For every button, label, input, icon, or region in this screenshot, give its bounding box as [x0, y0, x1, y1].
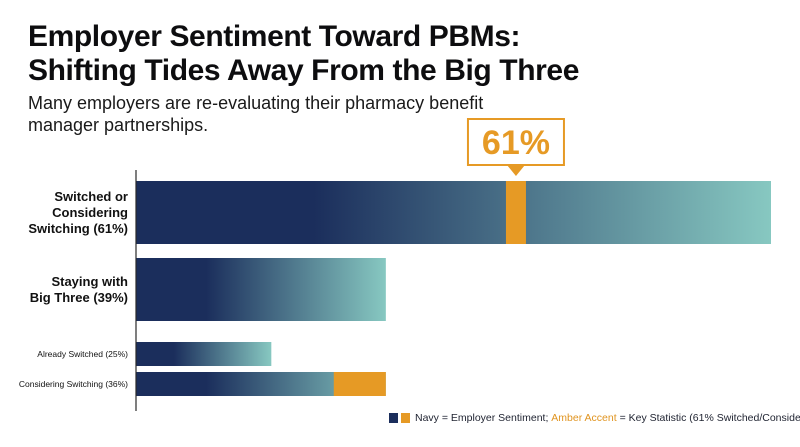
legend-amber-desc: = Key Statistic (61% Switched/Considerin… [619, 412, 800, 424]
legend-amber-swatch [401, 413, 410, 423]
chart-title-line-2: Shifting Tides Away From the Big Three [28, 54, 579, 87]
category-label-1-line-1: Switched or [54, 189, 128, 204]
category-label-2-line-2: Big Three (39%) [30, 290, 128, 305]
legend-navy-label: Navy [415, 412, 439, 424]
category-label-1: Switched or Considering Switching (61%) [28, 189, 128, 236]
legend-navy-desc: = Employer Sentiment; [438, 412, 552, 424]
callout: 61% [466, 118, 565, 176]
callout-pointer [506, 165, 525, 176]
category-label-3-line-1: Already Switched (25%) [37, 349, 128, 359]
bar-2 [136, 258, 386, 321]
category-label-2: Staying with Big Three (39%) [30, 274, 128, 305]
category-label-3: Already Switched (25%) [37, 349, 128, 359]
bar-4-accent-segment [333, 372, 386, 396]
legend-navy-swatch [389, 413, 398, 423]
bar-3 [136, 342, 272, 366]
category-label-4: Considering Switching (36%) [19, 379, 128, 389]
bar-1 [136, 181, 771, 244]
legend: Navy = Employer Sentiment; Amber Accent … [389, 412, 800, 424]
legend-amber-label: Amber Accent [551, 412, 617, 424]
category-label-2-line-1: Staying with [51, 274, 128, 289]
callout-value: 61% [482, 124, 550, 162]
chart-subtitle: Many employers are re-evaluating their p… [28, 93, 484, 135]
category-label-1-line-2: Considering [52, 205, 128, 220]
chart-title: Employer Sentiment Toward PBMs: Shifting… [28, 20, 579, 88]
category-label-4-line-1: Considering Switching (36%) [19, 379, 128, 389]
bars-layer: Switched or Considering Switching (61%) Sta… [19, 118, 771, 396]
key-stat-marker [505, 181, 526, 244]
category-label-1-line-3: Switching (61%) [28, 221, 128, 236]
chart-title-line-1: Employer Sentiment Toward PBMs: [28, 20, 521, 53]
